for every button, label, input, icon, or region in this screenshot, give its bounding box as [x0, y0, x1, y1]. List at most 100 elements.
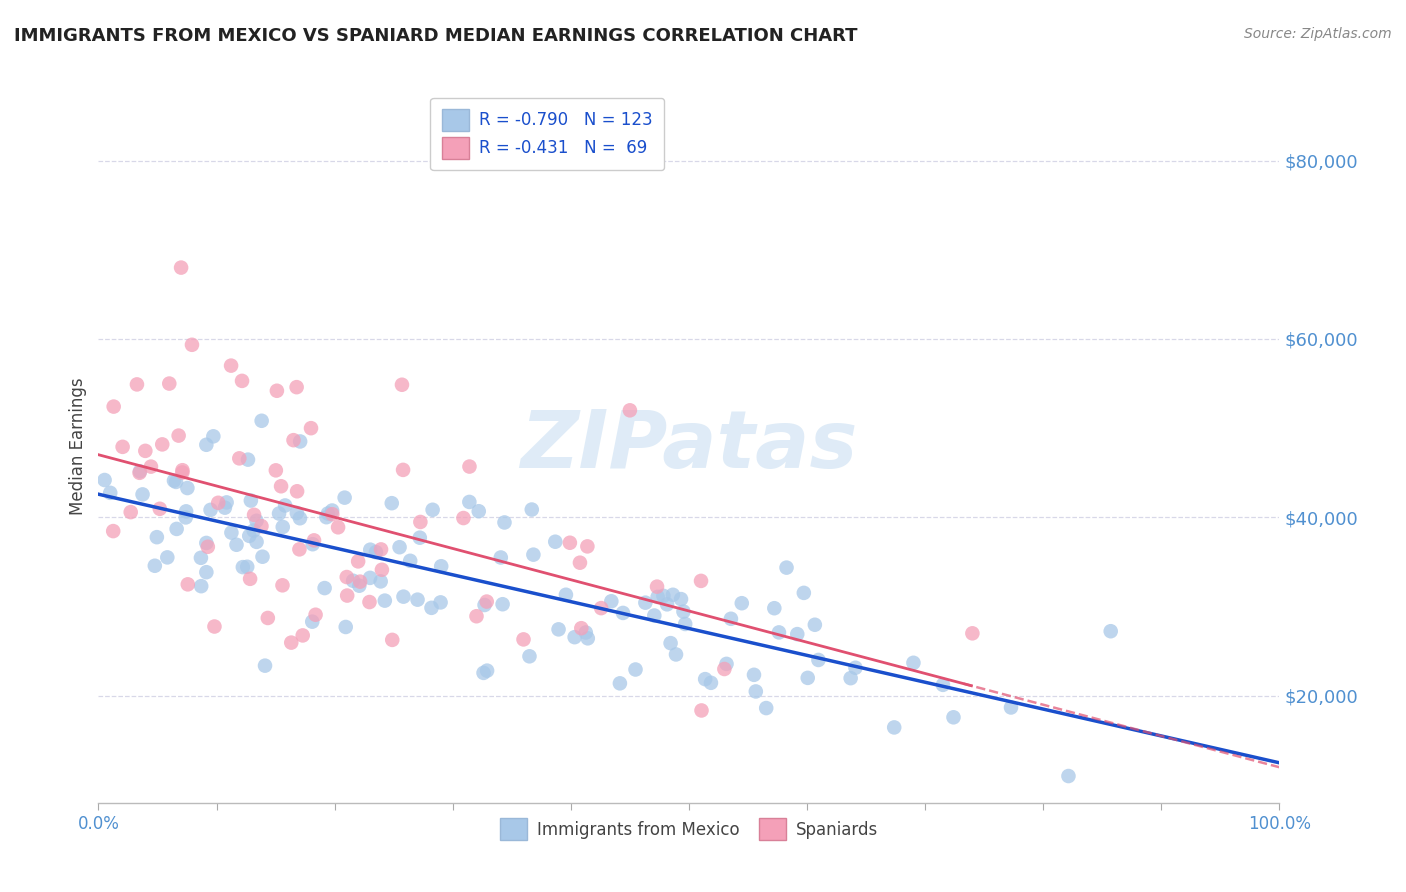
Point [465, 609, 488, 624]
Point [271, 578, 294, 592]
Point [195, 536, 218, 550]
Point [243, 508, 266, 522]
Point [195, 565, 218, 579]
Point [336, 570, 359, 584]
Point [335, 620, 357, 634]
Point [146, 530, 169, 544]
Point [321, 503, 343, 517]
Point [253, 658, 276, 673]
Point [288, 542, 311, 557]
Point [522, 548, 544, 562]
Point [236, 559, 259, 574]
Point [647, 590, 669, 604]
Point [190, 550, 212, 565]
Point [163, 474, 186, 488]
Point [342, 574, 364, 588]
Point [883, 720, 905, 734]
Point [409, 531, 432, 545]
Point [197, 540, 219, 554]
Point [316, 507, 339, 521]
Point [288, 434, 311, 449]
Legend: Immigrants from Mexico, Spaniards: Immigrants from Mexico, Spaniards [488, 806, 890, 852]
Point [238, 529, 260, 543]
Point [844, 661, 866, 675]
Point [177, 577, 200, 591]
Point [347, 554, 370, 568]
Point [374, 593, 396, 607]
Point [170, 260, 193, 275]
Point [242, 524, 264, 538]
Point [1099, 624, 1122, 639]
Point [270, 479, 292, 493]
Point [763, 601, 786, 615]
Point [245, 514, 267, 528]
Point [299, 421, 322, 435]
Point [321, 507, 343, 521]
Point [547, 623, 569, 637]
Point [285, 484, 308, 499]
Point [1000, 700, 1022, 714]
Point [690, 574, 713, 588]
Point [149, 501, 172, 516]
Point [176, 481, 198, 495]
Point [786, 627, 808, 641]
Point [793, 586, 815, 600]
Point [391, 377, 413, 392]
Point [695, 672, 717, 686]
Point [301, 537, 323, 551]
Point [576, 632, 599, 646]
Point [359, 595, 381, 609]
Point [120, 505, 142, 519]
Point [288, 511, 311, 525]
Point [491, 597, 513, 611]
Point [131, 487, 153, 501]
Point [219, 359, 242, 373]
Point [271, 520, 294, 534]
Point [392, 590, 415, 604]
Point [315, 510, 337, 524]
Point [349, 574, 371, 589]
Point [280, 635, 302, 649]
Point [609, 676, 631, 690]
Point [655, 597, 678, 611]
Point [673, 617, 696, 632]
Point [207, 496, 229, 510]
Point [93, 473, 115, 487]
Point [942, 710, 965, 724]
Point [807, 653, 830, 667]
Point [569, 621, 592, 635]
Point [768, 625, 790, 640]
Point [200, 503, 222, 517]
Point [645, 580, 668, 594]
Point [231, 374, 253, 388]
Point [157, 376, 180, 391]
Point [239, 493, 262, 508]
Point [125, 377, 148, 392]
Point [558, 535, 581, 549]
Point [406, 592, 429, 607]
Point [301, 615, 323, 629]
Point [672, 605, 695, 619]
Y-axis label: Median Earnings: Median Earnings [69, 377, 87, 515]
Point [291, 628, 314, 642]
Point [576, 540, 599, 554]
Point [932, 678, 955, 692]
Point [195, 438, 218, 452]
Point [98, 485, 121, 500]
Point [274, 499, 297, 513]
Point [304, 607, 326, 622]
Point [544, 534, 567, 549]
Point [600, 594, 623, 608]
Point [245, 534, 267, 549]
Point [250, 414, 273, 428]
Point [669, 592, 692, 607]
Point [520, 502, 543, 516]
Point [458, 459, 481, 474]
Point [659, 636, 682, 650]
Point [716, 657, 738, 671]
Point [453, 511, 475, 525]
Point [775, 560, 797, 574]
Point [662, 588, 685, 602]
Point [103, 524, 125, 538]
Point [489, 550, 512, 565]
